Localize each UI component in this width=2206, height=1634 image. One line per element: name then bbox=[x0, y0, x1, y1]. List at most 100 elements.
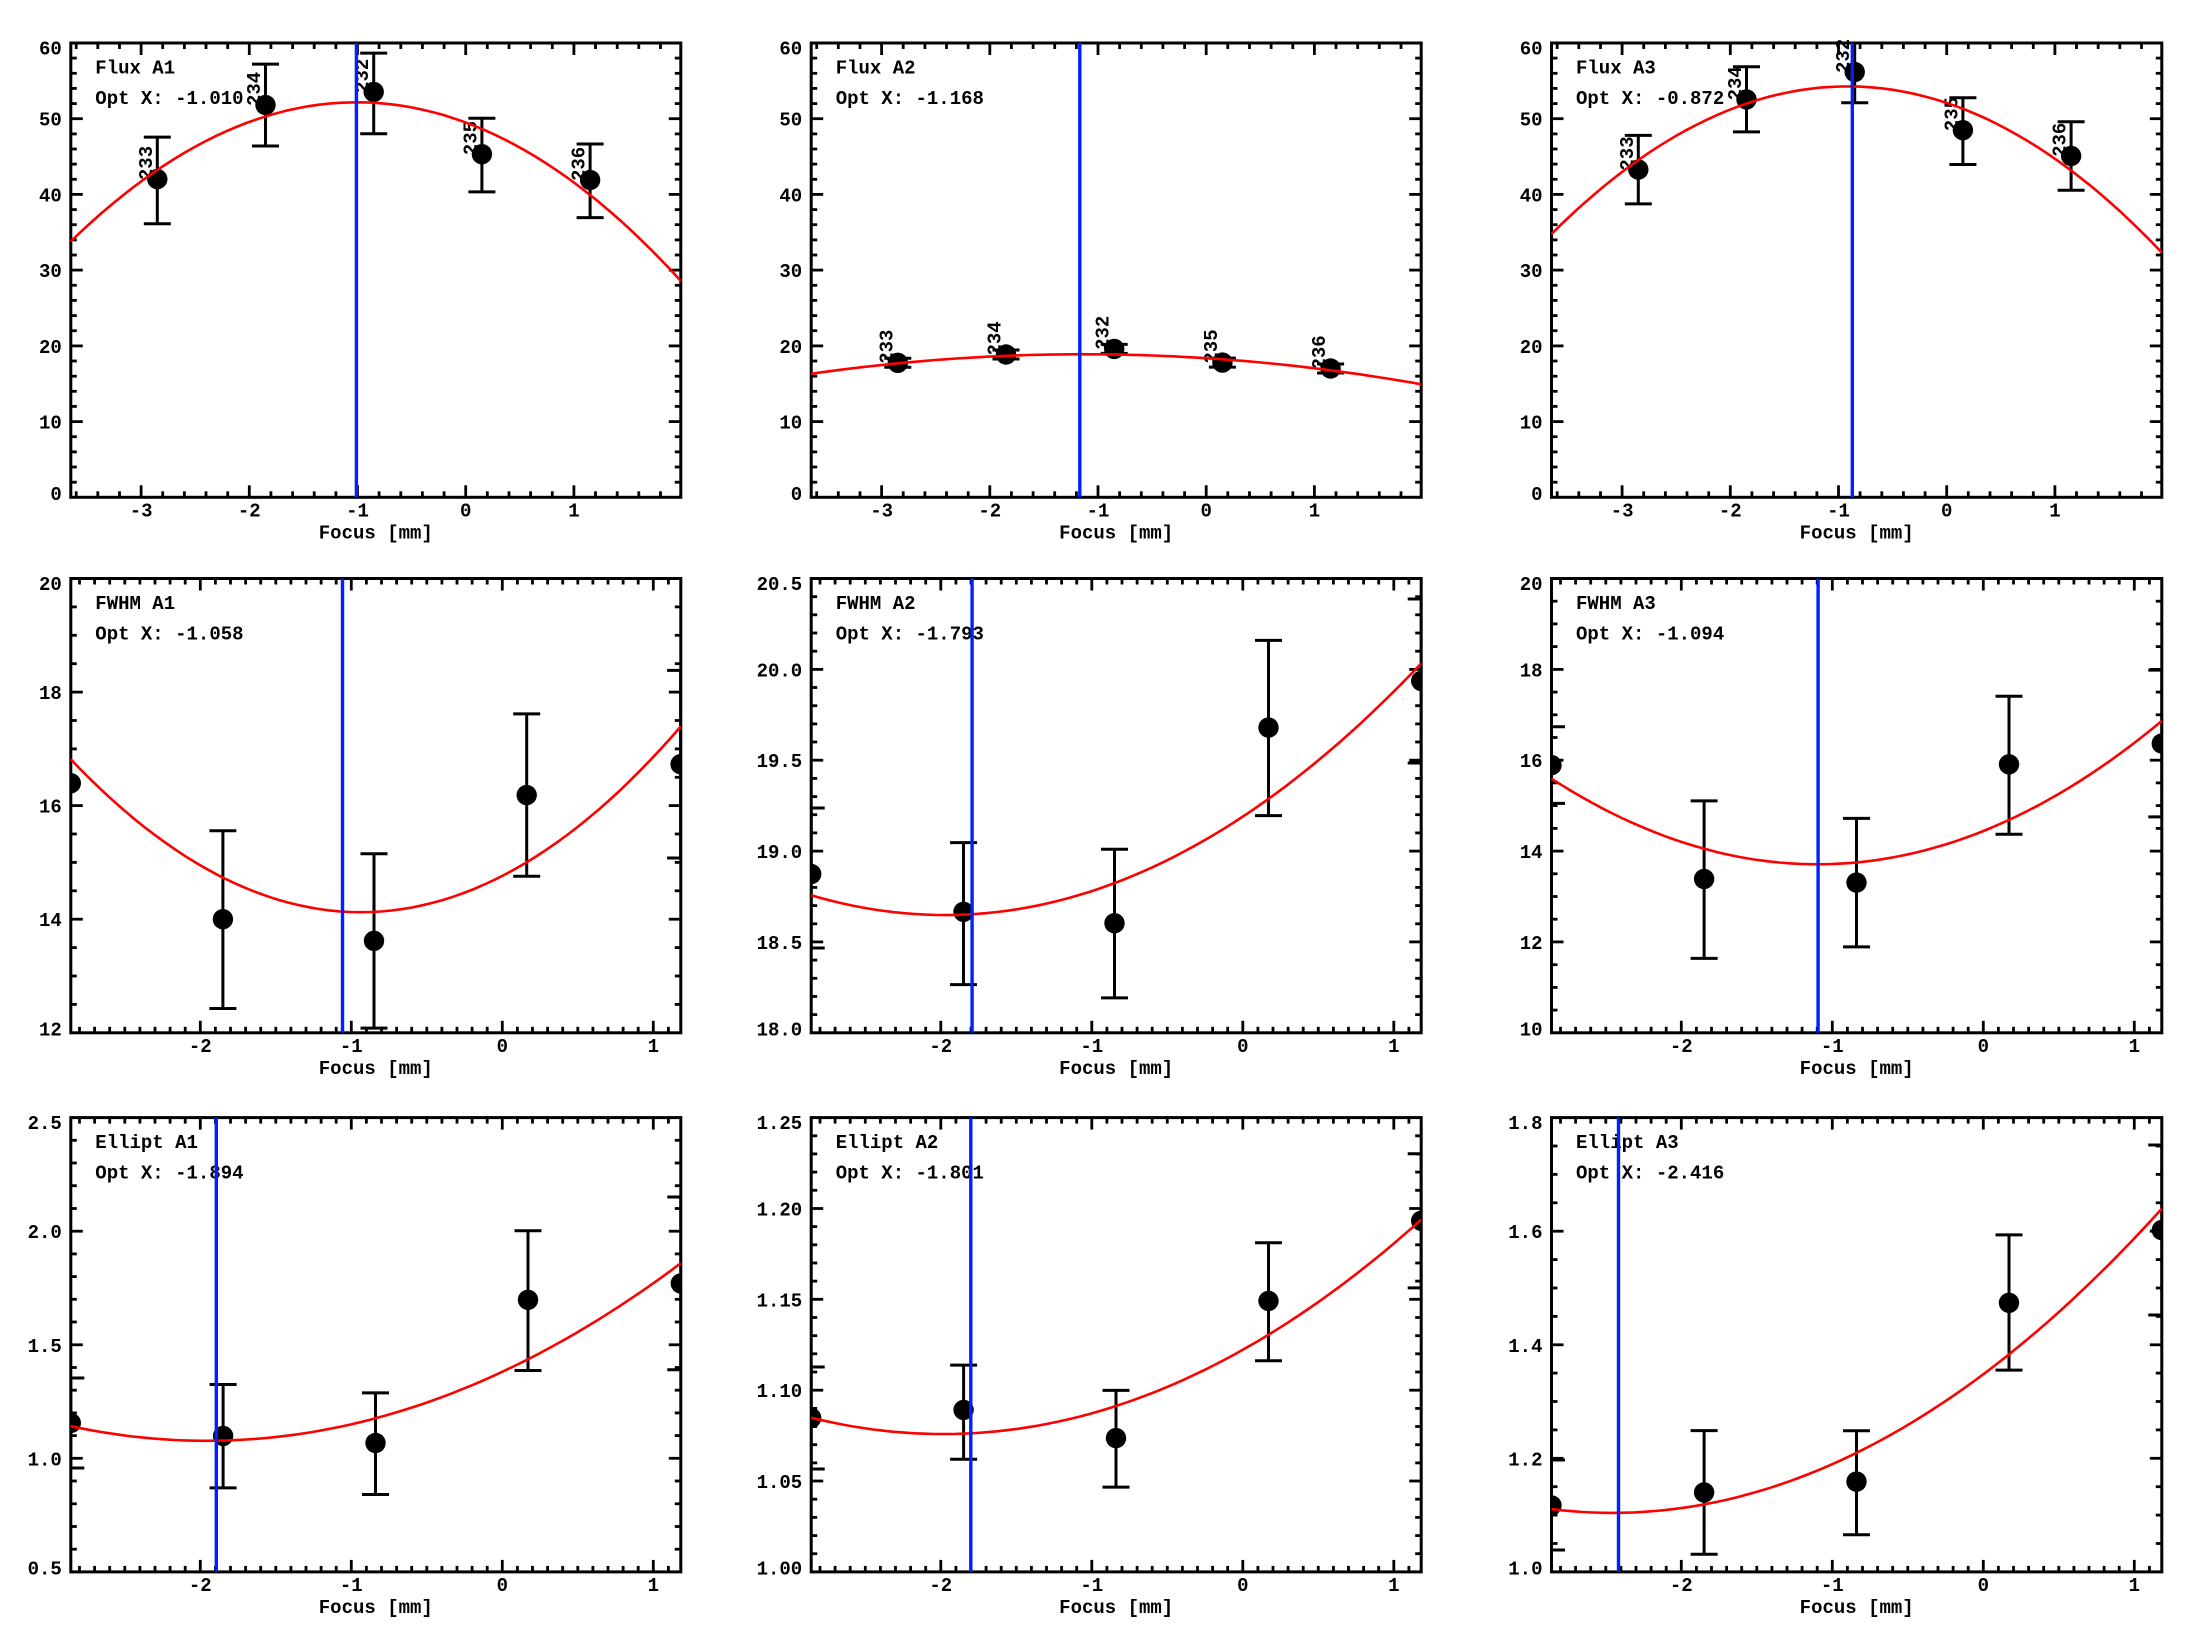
svg-text:232: 232 bbox=[1093, 316, 1115, 350]
svg-text:-1: -1 bbox=[340, 1575, 363, 1597]
svg-text:1.0: 1.0 bbox=[1508, 1558, 1542, 1580]
svg-text:16: 16 bbox=[1520, 751, 1543, 773]
svg-text:0: 0 bbox=[791, 484, 802, 506]
svg-text:-2: -2 bbox=[1670, 1036, 1693, 1058]
svg-text:-3: -3 bbox=[1611, 500, 1634, 522]
svg-text:235: 235 bbox=[460, 121, 482, 155]
svg-text:1.0: 1.0 bbox=[28, 1449, 62, 1471]
svg-text:1.6: 1.6 bbox=[1508, 1222, 1542, 1244]
svg-text:1.25: 1.25 bbox=[757, 1113, 803, 1135]
svg-text:40: 40 bbox=[779, 185, 802, 207]
svg-text:60: 60 bbox=[39, 39, 62, 61]
svg-text:16: 16 bbox=[39, 797, 62, 819]
svg-text:1.2: 1.2 bbox=[1508, 1449, 1542, 1471]
svg-text:0: 0 bbox=[1237, 1036, 1248, 1058]
svg-text:19.0: 19.0 bbox=[757, 842, 803, 864]
svg-text:-1: -1 bbox=[1080, 1036, 1103, 1058]
svg-text:0: 0 bbox=[1978, 1036, 1989, 1058]
svg-text:236: 236 bbox=[2050, 123, 2072, 157]
svg-text:0.5: 0.5 bbox=[28, 1558, 62, 1580]
svg-text:2.5: 2.5 bbox=[28, 1113, 62, 1135]
svg-text:0: 0 bbox=[50, 484, 61, 506]
svg-text:18.5: 18.5 bbox=[757, 933, 803, 955]
svg-text:234: 234 bbox=[1725, 66, 1747, 100]
svg-text:Focus [mm]: Focus [mm] bbox=[1800, 522, 1914, 544]
svg-text:233: 233 bbox=[876, 330, 898, 364]
svg-text:1: 1 bbox=[2049, 500, 2060, 522]
svg-text:14: 14 bbox=[1520, 842, 1543, 864]
svg-text:1.20: 1.20 bbox=[757, 1200, 803, 1222]
svg-text:14: 14 bbox=[39, 910, 62, 932]
svg-text:40: 40 bbox=[1520, 185, 1543, 207]
svg-text:-2: -2 bbox=[929, 1575, 952, 1597]
svg-text:1.10: 1.10 bbox=[757, 1381, 803, 1403]
svg-text:10: 10 bbox=[39, 413, 62, 435]
svg-text:40: 40 bbox=[39, 185, 62, 207]
svg-text:30: 30 bbox=[39, 261, 62, 283]
svg-text:50: 50 bbox=[39, 110, 62, 132]
svg-text:10: 10 bbox=[1520, 1019, 1543, 1041]
svg-text:1: 1 bbox=[1388, 1575, 1399, 1597]
svg-text:Opt X: -1.168: Opt X: -1.168 bbox=[836, 88, 984, 110]
svg-text:19.5: 19.5 bbox=[757, 751, 803, 773]
svg-text:Flux A3: Flux A3 bbox=[1576, 58, 1656, 80]
svg-text:20: 20 bbox=[1520, 574, 1543, 596]
svg-text:235: 235 bbox=[1941, 97, 1963, 131]
svg-text:Focus [mm]: Focus [mm] bbox=[1800, 1058, 1914, 1080]
svg-text:50: 50 bbox=[779, 110, 802, 132]
svg-text:-2: -2 bbox=[1670, 1575, 1693, 1597]
svg-text:233: 233 bbox=[136, 146, 158, 180]
svg-text:Opt X: -1.094: Opt X: -1.094 bbox=[1576, 624, 1724, 646]
svg-text:-1: -1 bbox=[340, 1036, 363, 1058]
svg-text:60: 60 bbox=[779, 39, 802, 61]
svg-text:1: 1 bbox=[648, 1575, 659, 1597]
svg-text:10: 10 bbox=[1520, 413, 1543, 435]
svg-text:FWHM A3: FWHM A3 bbox=[1576, 593, 1656, 615]
svg-text:50: 50 bbox=[1520, 110, 1543, 132]
svg-text:1: 1 bbox=[2129, 1036, 2140, 1058]
svg-text:-1: -1 bbox=[1080, 1575, 1103, 1597]
svg-text:0: 0 bbox=[1200, 500, 1211, 522]
svg-text:Opt X: -0.872: Opt X: -0.872 bbox=[1576, 88, 1724, 110]
svg-text:20: 20 bbox=[1520, 337, 1543, 359]
svg-text:18: 18 bbox=[1520, 660, 1543, 682]
svg-text:1: 1 bbox=[648, 1036, 659, 1058]
svg-text:Opt X: -1.793: Opt X: -1.793 bbox=[836, 624, 984, 646]
svg-text:0: 0 bbox=[1941, 500, 1952, 522]
svg-text:Focus [mm]: Focus [mm] bbox=[1059, 522, 1173, 544]
svg-text:0: 0 bbox=[1237, 1575, 1248, 1597]
svg-text:-2: -2 bbox=[238, 500, 261, 522]
svg-text:12: 12 bbox=[1520, 933, 1543, 955]
svg-text:1.00: 1.00 bbox=[757, 1558, 803, 1580]
svg-text:FWHM A1: FWHM A1 bbox=[95, 593, 175, 615]
svg-text:Ellipt A3: Ellipt A3 bbox=[1576, 1132, 1679, 1154]
svg-text:Focus [mm]: Focus [mm] bbox=[1800, 1597, 1914, 1619]
svg-text:Opt X: -1.894: Opt X: -1.894 bbox=[95, 1163, 243, 1185]
svg-text:20.0: 20.0 bbox=[757, 660, 803, 682]
svg-text:-1: -1 bbox=[1827, 500, 1850, 522]
svg-text:236: 236 bbox=[569, 147, 591, 181]
svg-text:1: 1 bbox=[568, 500, 579, 522]
svg-text:-2: -2 bbox=[978, 500, 1001, 522]
svg-text:1: 1 bbox=[2129, 1575, 2140, 1597]
svg-text:-2: -2 bbox=[189, 1036, 212, 1058]
svg-text:Flux A2: Flux A2 bbox=[836, 58, 916, 80]
svg-text:Ellipt A1: Ellipt A1 bbox=[95, 1132, 198, 1154]
svg-text:Focus [mm]: Focus [mm] bbox=[1059, 1058, 1173, 1080]
svg-text:18: 18 bbox=[39, 683, 62, 705]
svg-text:-1: -1 bbox=[1821, 1575, 1844, 1597]
svg-text:1: 1 bbox=[1309, 500, 1320, 522]
svg-text:0: 0 bbox=[460, 500, 471, 522]
svg-text:FWHM A2: FWHM A2 bbox=[836, 593, 916, 615]
svg-text:-1: -1 bbox=[346, 500, 369, 522]
svg-text:0: 0 bbox=[497, 1036, 508, 1058]
svg-text:233: 233 bbox=[1617, 136, 1639, 170]
svg-text:234: 234 bbox=[244, 72, 266, 106]
svg-text:0: 0 bbox=[1978, 1575, 1989, 1597]
svg-text:232: 232 bbox=[1833, 39, 1855, 73]
svg-text:20: 20 bbox=[779, 337, 802, 359]
svg-text:Opt X: -1.010: Opt X: -1.010 bbox=[95, 88, 243, 110]
svg-text:1.15: 1.15 bbox=[757, 1290, 803, 1312]
svg-text:1.05: 1.05 bbox=[757, 1472, 803, 1494]
svg-text:Opt X: -2.416: Opt X: -2.416 bbox=[1576, 1163, 1724, 1185]
